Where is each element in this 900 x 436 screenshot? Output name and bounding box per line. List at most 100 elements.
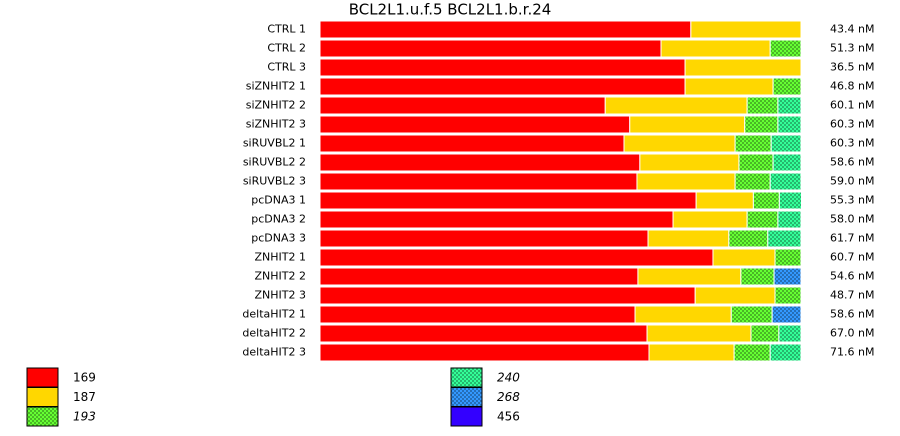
bar-segment	[740, 267, 775, 286]
bar-segment	[629, 115, 746, 134]
row-label: siRUVBL2 2	[243, 156, 306, 169]
row-label: siZNHIT2 3	[246, 118, 306, 131]
bar-segment	[746, 210, 779, 229]
bar-segment	[660, 39, 771, 58]
row-label: ZNHIT2 1	[255, 251, 307, 264]
bar-segment	[771, 305, 802, 324]
row-label: CTRL 2	[267, 42, 306, 55]
row-total: 67.0 nM	[830, 327, 874, 340]
bar-segment	[319, 324, 648, 343]
bar-segment	[769, 172, 802, 191]
bar-segment	[773, 267, 802, 286]
bar-segment	[738, 153, 774, 172]
row-total: 58.0 nM	[830, 213, 874, 226]
bar-segment	[319, 115, 631, 134]
bar-segment	[319, 153, 641, 172]
row-total: 43.4 nM	[830, 23, 874, 36]
bar-segment	[770, 134, 802, 153]
bar-segment	[319, 248, 714, 267]
bar-segment	[772, 77, 802, 96]
row-label: CTRL 3	[267, 61, 306, 74]
row-total: 55.3 nM	[830, 194, 874, 207]
row-label: deltaHIT2 2	[242, 327, 306, 340]
legend-swatch	[450, 406, 483, 427]
bar-segment	[744, 115, 779, 134]
bar-segment	[319, 305, 636, 324]
bar-segment	[319, 172, 638, 191]
row-total: 46.8 nM	[830, 80, 874, 93]
row-total: 60.3 nM	[830, 137, 874, 150]
row-total: 60.7 nM	[830, 251, 874, 264]
bar-segment	[712, 248, 776, 267]
bar-segment	[319, 96, 606, 115]
bar-segment	[319, 191, 697, 210]
legend-swatch	[26, 367, 59, 388]
bar-segment	[319, 343, 650, 362]
bar-segment	[319, 58, 686, 77]
legend-swatch	[450, 387, 483, 407]
bar-segment	[319, 210, 674, 229]
bar-segment	[672, 210, 748, 229]
row-total: 48.7 nM	[830, 289, 874, 302]
bar-segment	[695, 191, 754, 210]
legend-swatch	[450, 367, 483, 388]
bar-segment	[634, 305, 732, 324]
legend-label: 240	[497, 371, 520, 385]
row-total: 61.7 nM	[830, 232, 874, 245]
bar-segment	[730, 305, 773, 324]
row-total: 58.6 nM	[830, 156, 874, 169]
bar-segment	[728, 229, 769, 248]
bar-segment	[778, 324, 802, 343]
bar-segment	[734, 134, 772, 153]
bar-segment	[319, 267, 639, 286]
legend-swatch	[26, 406, 59, 427]
row-label: siZNHIT2 1	[246, 80, 306, 93]
legend-label: 169	[73, 371, 96, 385]
legend-label: 193	[73, 410, 96, 424]
bar-segment	[623, 134, 736, 153]
row-total: 59.0 nM	[830, 175, 874, 188]
bar-segment	[637, 267, 742, 286]
bar-segment	[319, 286, 696, 305]
bar-segment	[639, 153, 740, 172]
bar-segment	[752, 191, 780, 210]
bar-segment	[684, 77, 774, 96]
bar-segment	[647, 229, 730, 248]
row-label: siZNHIT2 2	[246, 99, 306, 112]
bar-segment	[777, 210, 802, 229]
row-total: 71.6 nM	[830, 346, 874, 359]
row-label: deltaHIT2 1	[242, 308, 306, 321]
row-total: 60.1 nM	[830, 99, 874, 112]
legend-label: 268	[497, 390, 520, 404]
row-label: pcDNA3 1	[251, 194, 306, 207]
bar-segment	[648, 343, 735, 362]
bar-segment	[604, 96, 748, 115]
bar-segment	[767, 229, 802, 248]
chart-title: BCL2L1.u.f.5 BCL2L1.b.r.24	[349, 1, 552, 19]
bar-segment	[772, 153, 802, 172]
row-label: pcDNA3 2	[251, 213, 306, 226]
bar-segment	[746, 96, 779, 115]
bar-segment	[646, 324, 752, 343]
legend-label: 456	[497, 410, 520, 424]
bar-segment	[690, 20, 802, 39]
row-total: 58.6 nM	[830, 308, 874, 321]
row-label: siRUVBL2 3	[243, 175, 306, 188]
row-total: 36.5 nM	[830, 61, 874, 74]
legend-swatch	[26, 387, 59, 407]
bar-segment	[778, 191, 802, 210]
bar-segment	[684, 58, 802, 77]
bar-segment	[769, 343, 802, 362]
row-total: 54.6 nM	[830, 270, 874, 283]
row-label: ZNHIT2 2	[255, 270, 307, 283]
bar-segment	[319, 20, 692, 39]
row-label: CTRL 1	[267, 23, 306, 36]
bar-segment	[774, 248, 802, 267]
bar-segment	[319, 39, 662, 58]
bar-segment	[777, 96, 802, 115]
bar-segment	[774, 286, 802, 305]
row-label: pcDNA3 3	[251, 232, 306, 245]
bar-segment	[734, 172, 771, 191]
bar-segment	[319, 77, 686, 96]
